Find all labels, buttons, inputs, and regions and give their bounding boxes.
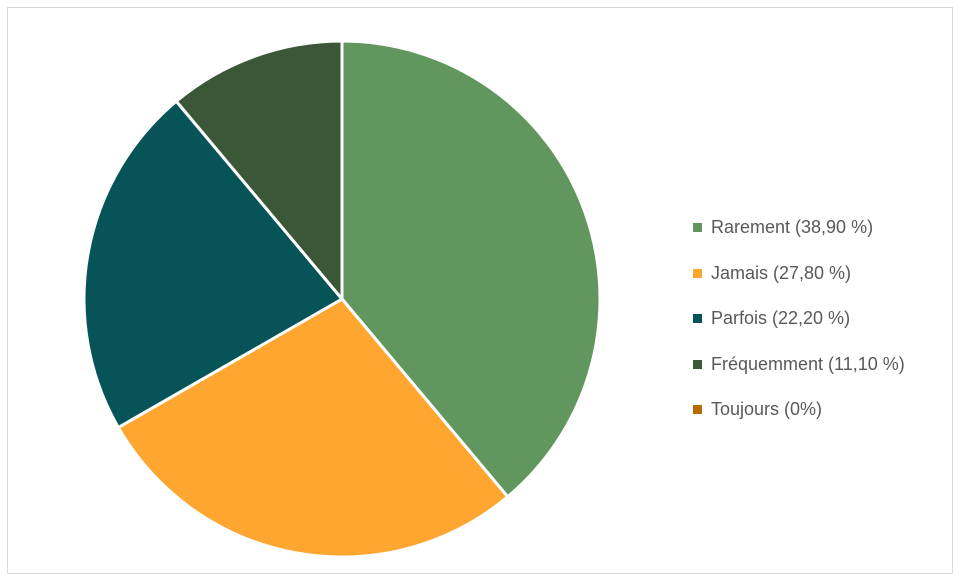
legend-item-frequemment: Fréquemment (11,10 %): [693, 342, 958, 388]
legend-swatch: [693, 268, 702, 278]
legend-item-jamais: Jamais (27,80 %): [693, 251, 958, 297]
legend-swatch: [693, 314, 702, 324]
pie-chart: [82, 39, 602, 559]
legend-item-parfois: Parfois (22,20 %): [693, 296, 958, 342]
legend-label: Parfois (22,20 %): [711, 308, 851, 329]
pie-slice-frequemment: [174, 39, 344, 301]
pie-slice-parfois: [82, 99, 344, 430]
pie-slice-rarement: [340, 39, 602, 499]
legend-swatch: [693, 405, 702, 415]
legend-item-toujours: Toujours (0%): [693, 387, 958, 433]
chart-area: Rarement (38,90 %) Jamais (27,80 %) Parf…: [7, 7, 953, 574]
legend-label: Jamais (27,80 %): [711, 262, 852, 283]
legend-label: Toujours (0%): [711, 399, 823, 420]
legend-item-rarement: Rarement (38,90 %): [693, 205, 958, 251]
pie-slice-jamais: [116, 297, 510, 559]
legend-label: Rarement (38,90 %): [711, 217, 874, 238]
legend-label: Fréquemment (11,10 %): [711, 353, 905, 374]
legend-swatch: [693, 359, 702, 369]
legend-swatch: [693, 223, 702, 233]
legend: Rarement (38,90 %) Jamais (27,80 %) Parf…: [693, 205, 958, 433]
